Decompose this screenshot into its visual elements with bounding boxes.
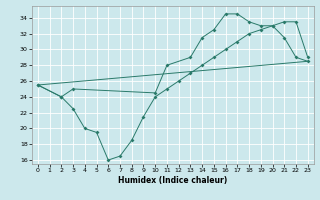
X-axis label: Humidex (Indice chaleur): Humidex (Indice chaleur): [118, 176, 228, 185]
